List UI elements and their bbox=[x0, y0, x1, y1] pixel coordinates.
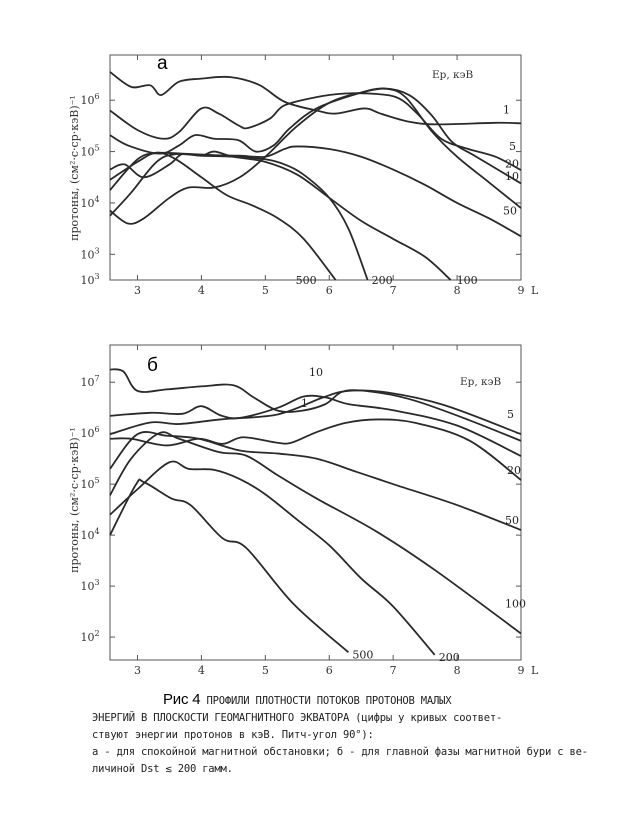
curve-label-200: 200 bbox=[372, 274, 393, 287]
plot-frame bbox=[109, 344, 522, 661]
y-tick-base: 10 bbox=[80, 427, 94, 440]
y-tick-exponent: 2 bbox=[94, 629, 99, 638]
curve-500-kev bbox=[109, 478, 350, 654]
y-tick-exponent: 3 bbox=[94, 578, 99, 587]
x-tick-label: 3 bbox=[134, 284, 141, 297]
curve-label-500: 500 bbox=[352, 648, 373, 661]
caption-title: ПРОФИЛИ ПЛОТНОСТИ ПОТОКОВ ПРОТОНОВ МАЛЫХ bbox=[206, 695, 452, 707]
curve-10-kev bbox=[109, 87, 522, 225]
x-tick-label: 8 bbox=[454, 284, 461, 297]
x-tick-label: 4 bbox=[198, 284, 205, 297]
curve-500-kev bbox=[109, 151, 337, 281]
caption-line-1: Рис 4 ПРОФИЛИ ПЛОТНОСТИ ПОТОКОВ ПРОТОНОВ… bbox=[163, 691, 452, 708]
y-tick-label: 105 bbox=[80, 144, 99, 159]
caption-line-3: ствуют энергии протонов в кэВ. Питч-угол… bbox=[92, 729, 374, 741]
curve-20-kev bbox=[109, 87, 522, 185]
curve-label-50: 50 bbox=[505, 514, 519, 527]
x-tick-label: 3 bbox=[134, 664, 141, 677]
legend-title: Eр, кэВ bbox=[432, 69, 474, 81]
y-tick-label: 104 bbox=[80, 527, 99, 542]
curve-5-kev bbox=[109, 92, 522, 171]
curve-label-200: 200 bbox=[439, 651, 460, 664]
x-tick-label: 7 bbox=[390, 284, 397, 297]
plot-frame bbox=[109, 54, 522, 281]
y-tick-label: 102 bbox=[80, 629, 99, 644]
curve-label-1: 1 bbox=[301, 397, 308, 410]
curve-200-kev bbox=[109, 460, 436, 656]
curve-100-kev bbox=[109, 150, 452, 281]
curve-50-kev bbox=[109, 145, 522, 238]
y-tick-base: 10 bbox=[80, 631, 94, 644]
y-tick-label: 106 bbox=[80, 92, 99, 107]
caption-line-2: ЭНЕРГИЙ В ПЛОСКОСТИ ГЕОМАГНИТНОГО ЭКВАТО… bbox=[92, 712, 503, 724]
y-tick-exponent: 3 bbox=[94, 272, 99, 281]
x-tick-label: 9 bbox=[518, 284, 525, 297]
curve-1-kev bbox=[109, 71, 522, 126]
panel-label-a: а bbox=[157, 53, 168, 74]
curve-50-kev bbox=[109, 431, 522, 531]
y-tick-base: 10 bbox=[80, 248, 94, 261]
y-tick-exponent: 6 bbox=[94, 92, 99, 101]
caption-line-5: личиной Dst ≲ 200 гамм. bbox=[92, 763, 233, 775]
curve-label-100: 100 bbox=[457, 274, 478, 287]
curve-5-kev bbox=[109, 389, 522, 436]
curve-label-500: 500 bbox=[296, 274, 317, 287]
curve-100-kev bbox=[109, 431, 522, 635]
legend-title: Eр, кэВ bbox=[460, 376, 502, 388]
y-tick-base: 10 bbox=[80, 376, 94, 389]
x-tick-label: 7 bbox=[390, 664, 397, 677]
y-tick-base: 10 bbox=[80, 146, 94, 159]
y-axis-label: протоны, (см²·с·ср·кэВ)⁻¹ bbox=[68, 95, 81, 241]
x-tick-label: 9 bbox=[518, 664, 525, 677]
y-tick-exponent: 5 bbox=[94, 476, 99, 485]
y-tick-exponent: 6 bbox=[94, 425, 99, 434]
y-tick-label: 104 bbox=[80, 195, 99, 210]
y-tick-label: 103 bbox=[80, 272, 99, 287]
curve-20-kev bbox=[109, 418, 522, 481]
panel-label-b: б bbox=[147, 355, 158, 376]
curve-label-100: 100 bbox=[505, 597, 526, 610]
y-tick-base: 10 bbox=[80, 478, 94, 491]
x-axis-label: L bbox=[531, 664, 539, 677]
curve-label-10: 10 bbox=[309, 366, 323, 379]
y-tick-base: 10 bbox=[80, 274, 94, 287]
y-tick-exponent: 3 bbox=[94, 246, 99, 255]
curve-label-1: 1 bbox=[503, 103, 510, 116]
curve-200-kev bbox=[109, 152, 369, 281]
x-tick-label: 5 bbox=[262, 284, 269, 297]
y-tick-exponent: 4 bbox=[94, 195, 99, 204]
caption-line-4: а - для спокойной магнитной обстановки; … bbox=[92, 746, 588, 758]
x-tick-label: 6 bbox=[326, 664, 333, 677]
x-axis-label: L bbox=[531, 284, 539, 297]
curve-label-20: 20 bbox=[505, 157, 519, 170]
y-tick-exponent: 7 bbox=[94, 374, 99, 383]
figure-number: Рис 4 bbox=[163, 691, 201, 708]
x-tick-label: 5 bbox=[262, 664, 269, 677]
y-tick-base: 10 bbox=[80, 529, 94, 542]
y-axis-label: протоны, (см²·с·ср·кэВ)⁻¹ bbox=[68, 427, 81, 573]
x-tick-label: 4 bbox=[198, 664, 205, 677]
y-tick-exponent: 4 bbox=[94, 527, 99, 536]
y-tick-base: 10 bbox=[80, 580, 94, 593]
curve-label-5: 5 bbox=[507, 408, 514, 421]
y-tick-base: 10 bbox=[80, 94, 94, 107]
curve-label-50: 50 bbox=[503, 204, 517, 217]
curve-1-kev bbox=[109, 368, 522, 442]
y-tick-label: 103 bbox=[80, 578, 99, 593]
y-tick-exponent: 5 bbox=[94, 144, 99, 153]
curve-10-kev bbox=[109, 394, 522, 457]
x-tick-label: 6 bbox=[326, 284, 333, 297]
y-tick-label: 107 bbox=[80, 374, 99, 389]
y-tick-label: 103 bbox=[80, 246, 99, 261]
curve-label-20: 20 bbox=[507, 464, 521, 477]
curve-label-10: 10 bbox=[505, 170, 519, 183]
curve-label-5: 5 bbox=[509, 140, 516, 153]
y-tick-label: 106 bbox=[80, 425, 99, 440]
y-tick-base: 10 bbox=[80, 197, 94, 210]
x-tick-label: 8 bbox=[454, 664, 461, 677]
y-tick-label: 105 bbox=[80, 476, 99, 491]
